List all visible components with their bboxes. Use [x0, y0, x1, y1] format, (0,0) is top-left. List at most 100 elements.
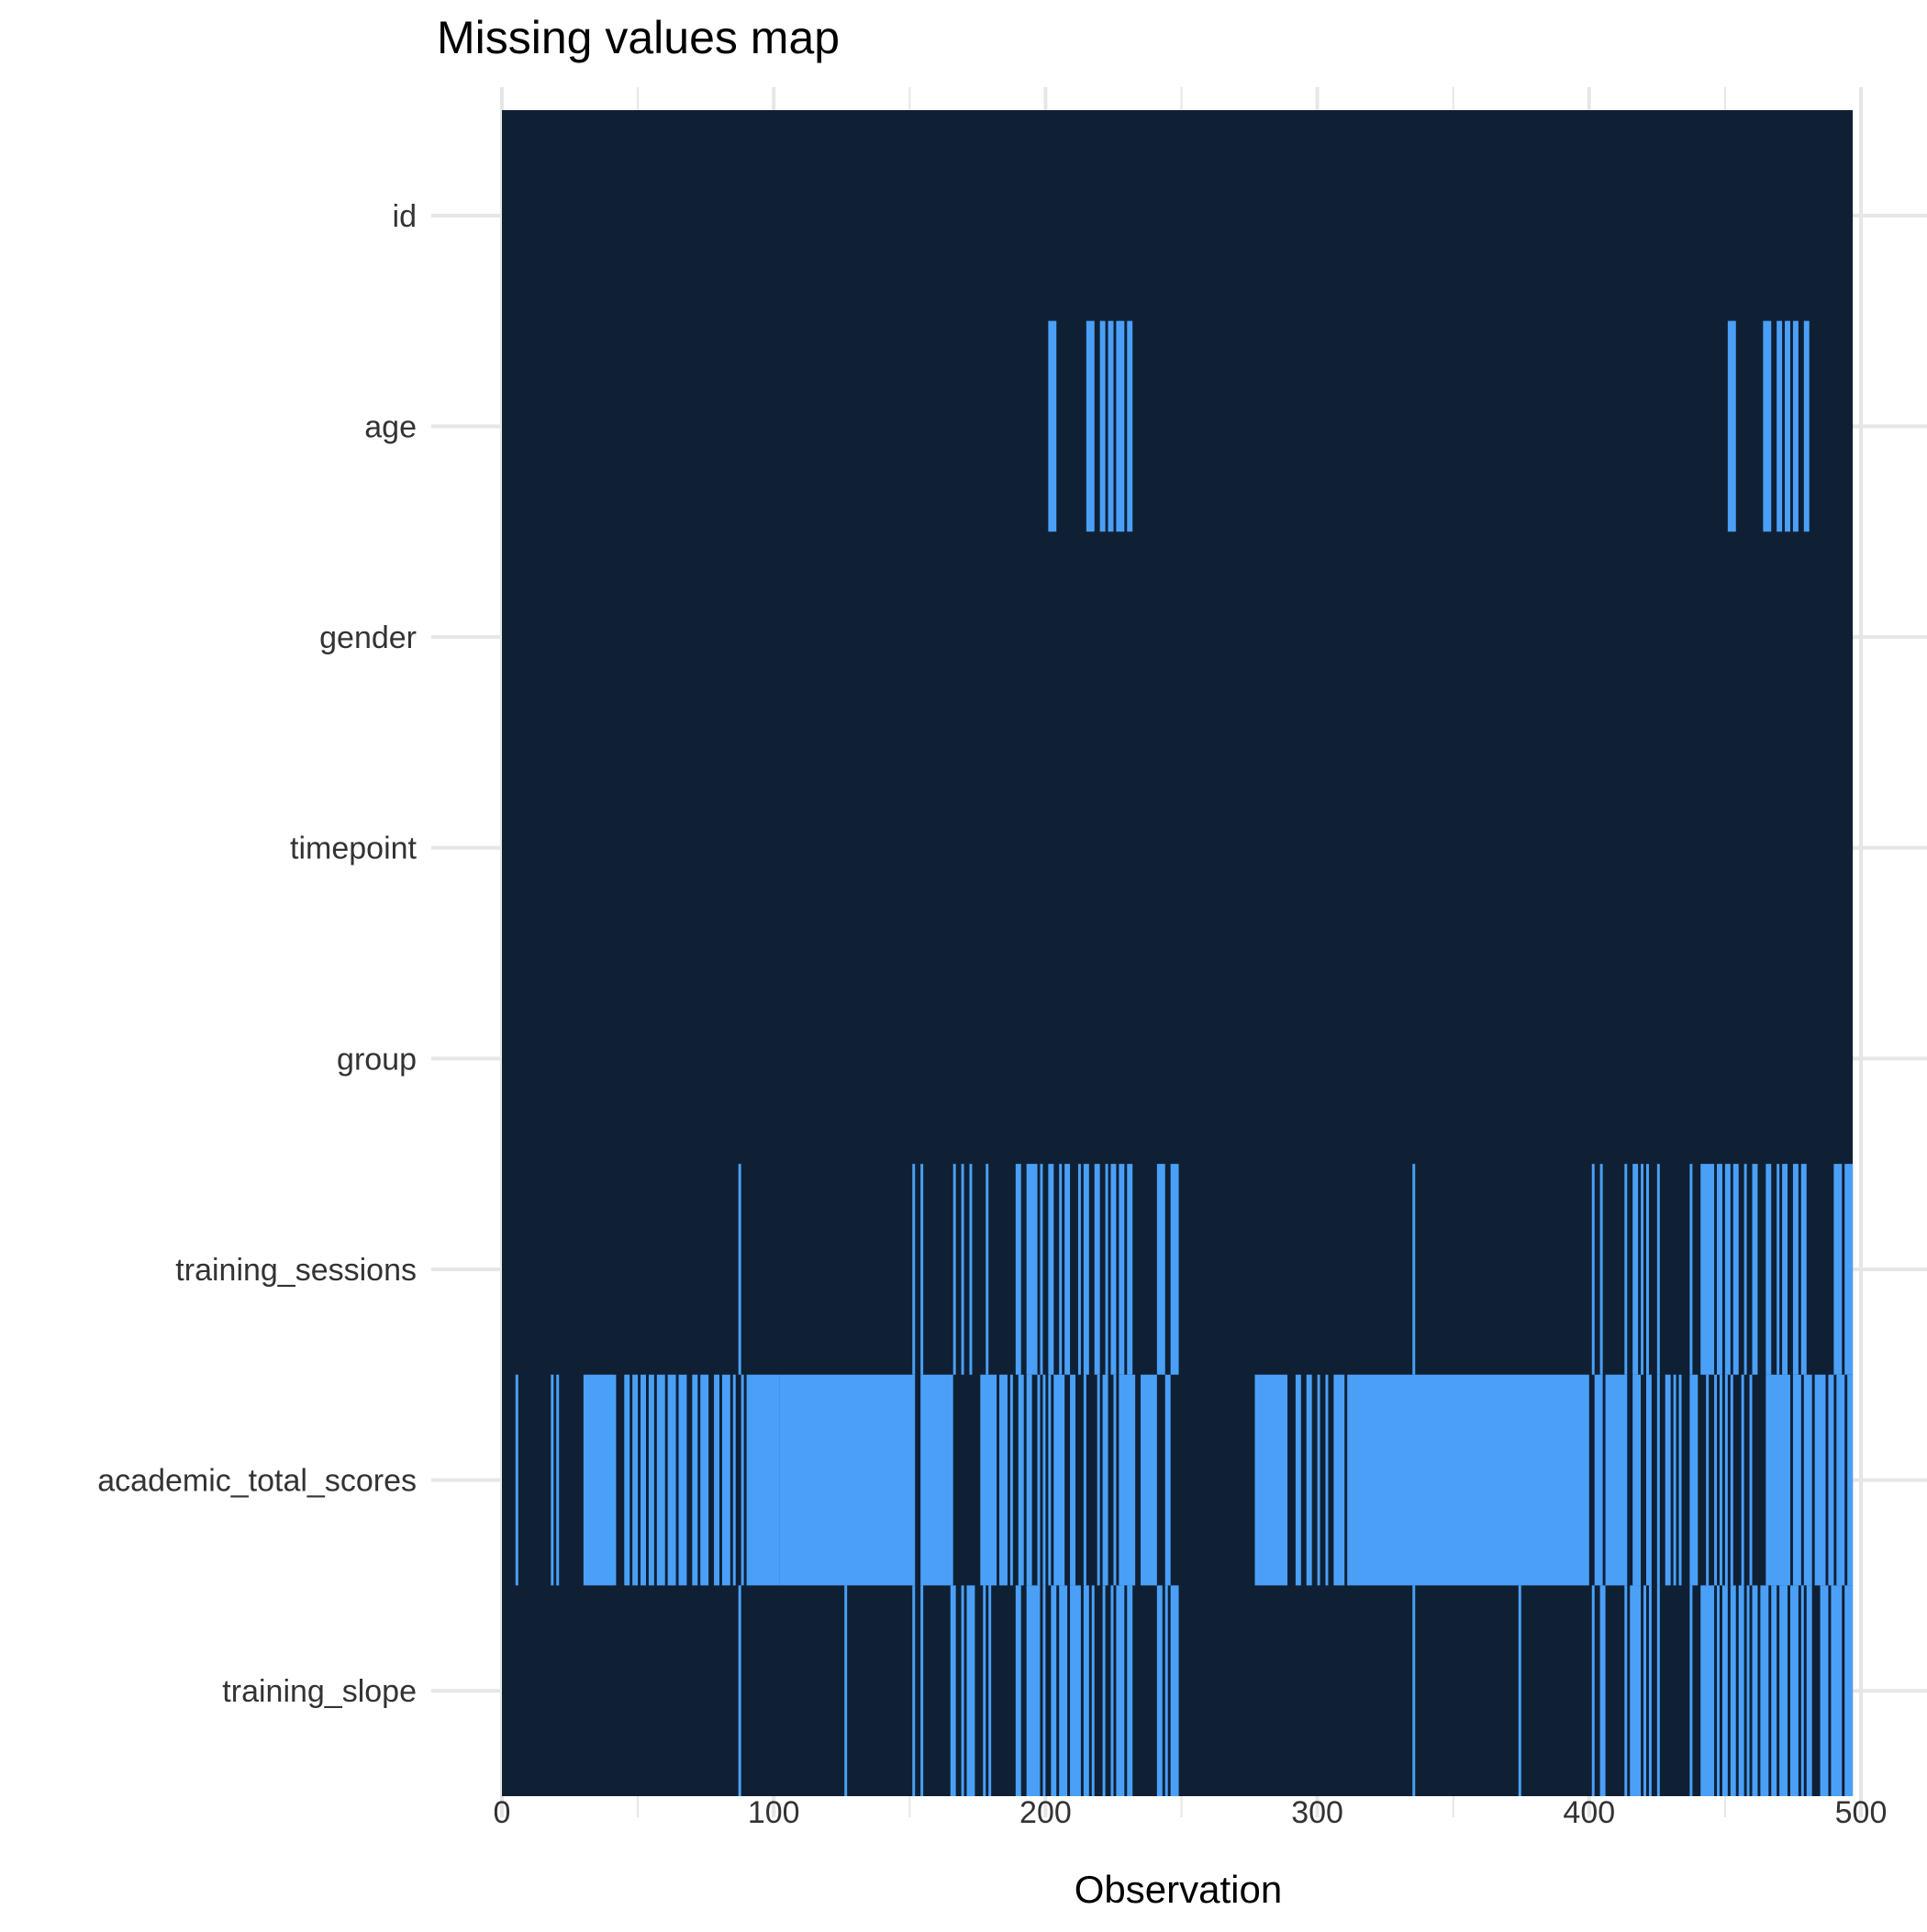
missing-segment-training_sessions	[1782, 1164, 1788, 1375]
missing-segment-training_sessions	[912, 1164, 916, 1375]
missing-segment-academic_total_scores	[1097, 1374, 1100, 1586]
missing-segment-training_slope	[1015, 1585, 1021, 1796]
missing-segment-training_slope	[1760, 1585, 1769, 1796]
missing-segment-academic_total_scores	[1102, 1374, 1108, 1586]
missing-segment-academic_total_scores	[1689, 1374, 1699, 1586]
missing-segment-training_slope	[1789, 1585, 1799, 1796]
missing-segment-academic_total_scores	[1113, 1374, 1117, 1586]
missing-segment-training_sessions	[1412, 1164, 1416, 1375]
missing-segment-training_slope	[912, 1585, 916, 1796]
missing-segment-training_slope	[1412, 1585, 1416, 1796]
missing-segment-training_slope	[1771, 1585, 1777, 1796]
missing-segment-training_slope	[1042, 1585, 1046, 1796]
missing-segment-training_sessions	[1632, 1164, 1639, 1375]
missing-segment-academic_total_scores	[1730, 1374, 1733, 1586]
plot-area	[502, 110, 1854, 1796]
missing-segment-academic_total_scores	[667, 1374, 676, 1586]
missing-segment-training_slope	[1648, 1585, 1652, 1796]
missing-segment-training_sessions	[1777, 1164, 1780, 1375]
y-tick-label-gender: gender	[319, 620, 417, 655]
missing-segment-academic_total_scores	[1306, 1374, 1312, 1586]
missing-segment-academic_total_scores	[678, 1374, 687, 1586]
missing-segment-academic_total_scores	[1678, 1374, 1682, 1586]
missing-segment-training_sessions	[952, 1164, 956, 1375]
missing-segment-academic_total_scores	[551, 1374, 554, 1586]
missing-segment-academic_total_scores	[1656, 1374, 1660, 1586]
missing-segment-training_slope	[1656, 1585, 1660, 1796]
missing-segment-academic_total_scores	[1083, 1374, 1086, 1586]
missing-segment-training_slope	[1700, 1585, 1715, 1796]
missing-segment-academic_total_scores	[1814, 1374, 1826, 1586]
missing-segment-training_sessions	[1083, 1164, 1089, 1375]
y-tick-label-group: group	[337, 1042, 417, 1077]
missing-segment-age	[1803, 320, 1810, 532]
missing-segment-academic_total_scores	[1724, 1374, 1728, 1586]
missing-segment-academic_total_scores	[746, 1374, 780, 1586]
missing-segment-academic_total_scores	[1765, 1374, 1790, 1586]
missing-segment-training_sessions	[969, 1164, 973, 1375]
missing-segment-academic_total_scores	[1828, 1374, 1834, 1586]
missing-segment-training_slope	[1110, 1585, 1114, 1796]
missing-segment-academic_total_scores	[1053, 1374, 1065, 1586]
missing-segment-academic_total_scores	[1037, 1374, 1041, 1586]
missing-segment-training_sessions	[1591, 1164, 1595, 1375]
missing-segment-training_slope	[1591, 1585, 1595, 1796]
missing-segment-academic_total_scores	[1749, 1374, 1753, 1586]
missing-segment-academic_total_scores	[583, 1374, 617, 1586]
missing-segment-training_sessions	[1048, 1164, 1054, 1375]
missing-segment-training_sessions	[738, 1164, 741, 1375]
missing-segment-academic_total_scores	[714, 1374, 719, 1586]
missing-segment-age	[1727, 320, 1736, 532]
missing-segment-academic_total_scores	[1164, 1374, 1171, 1586]
missing-segment-training_sessions	[1094, 1164, 1100, 1375]
missing-segment-training_sessions	[1752, 1164, 1758, 1375]
missing-segment-training_sessions	[1059, 1164, 1063, 1375]
x-tick-label: 300	[1291, 1795, 1343, 1830]
missing-segment-training_slope	[1599, 1585, 1606, 1796]
missing-segment-training_sessions	[1599, 1164, 1603, 1375]
missing-segment-training_sessions	[1624, 1164, 1628, 1375]
y-axis-labels: id age gender timepoint group training_sessio…	[97, 199, 417, 1709]
missing-segment-academic_total_scores	[732, 1374, 736, 1586]
missing-segment-training_sessions	[1040, 1164, 1043, 1375]
missing-segment-training_slope	[920, 1585, 924, 1796]
missing-segment-academic_total_scores	[1706, 1374, 1710, 1586]
missing-segment-age	[1116, 320, 1125, 532]
missing-segment-age	[1048, 320, 1057, 532]
missing-segment-training_slope	[966, 1585, 975, 1796]
missing-segment-age	[1792, 320, 1799, 532]
missing-segment-academic_total_scores	[624, 1374, 630, 1586]
missing-segment-training_slope	[950, 1585, 956, 1796]
missing-segment-training_slope	[1779, 1585, 1788, 1796]
missing-segment-training_sessions	[1156, 1164, 1165, 1375]
missing-segment-training_slope	[1164, 1585, 1168, 1796]
missing-segment-training_slope	[1116, 1585, 1125, 1796]
missing-segment-academic_total_scores	[692, 1374, 698, 1586]
y-tick-label-timepoint: timepoint	[290, 832, 418, 866]
y-tick-label-age: age	[364, 409, 417, 444]
missing-segment-training_slope	[988, 1585, 992, 1796]
missing-segment-academic_total_scores	[1042, 1374, 1046, 1586]
missing-segment-training_sessions	[1765, 1164, 1772, 1375]
missing-segment-training_slope	[1721, 1585, 1728, 1796]
missing-segment-training_slope	[1059, 1585, 1068, 1796]
missing-segment-training_sessions	[1732, 1164, 1739, 1375]
missing-segment-training_sessions	[1110, 1164, 1117, 1375]
missing-segment-age	[1777, 320, 1783, 532]
missing-segment-training_sessions	[1127, 1164, 1133, 1375]
missing-segment-training_sessions	[1077, 1164, 1081, 1375]
missing-segment-training_slope	[1806, 1585, 1812, 1796]
missing-segment-training_slope	[1730, 1585, 1736, 1796]
missing-segment-training_sessions	[1833, 1164, 1843, 1375]
missing-segment-age	[1763, 320, 1772, 532]
missing-segment-training_slope	[1738, 1585, 1744, 1796]
missing-segment-training_sessions	[1026, 1164, 1038, 1375]
missing-segment-training_slope	[1518, 1585, 1521, 1796]
y-tick-label-academic_total_scores: academic_total_scores	[97, 1464, 417, 1499]
missing-segment-training_sessions	[1743, 1164, 1747, 1375]
missing-segment-training_slope	[1102, 1585, 1106, 1796]
missing-segment-age	[1127, 320, 1133, 532]
missing-segment-training_sessions	[1105, 1164, 1108, 1375]
missing-segment-academic_total_scores	[1646, 1374, 1652, 1586]
